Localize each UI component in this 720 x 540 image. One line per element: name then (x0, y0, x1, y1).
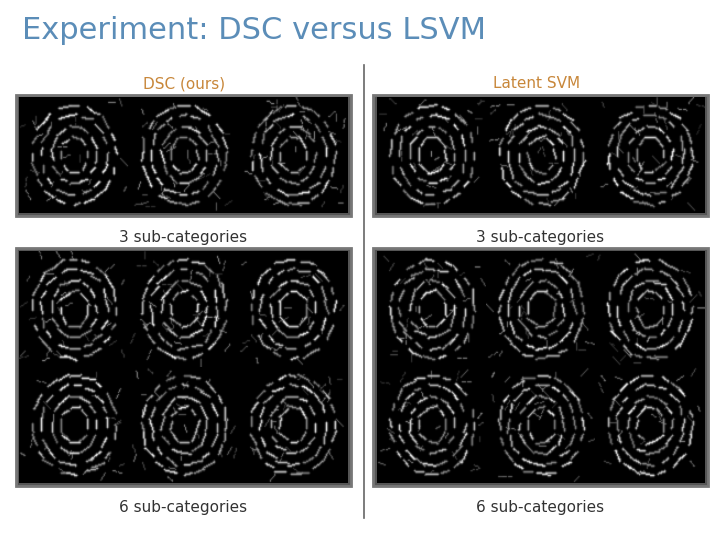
Text: 6 sub-categories: 6 sub-categories (477, 500, 604, 515)
Text: DSC (ours): DSC (ours) (143, 76, 225, 91)
Text: Latent SVM: Latent SVM (492, 76, 580, 91)
Text: 3 sub-categories: 3 sub-categories (120, 230, 247, 245)
Text: Experiment: DSC versus LSVM: Experiment: DSC versus LSVM (22, 16, 485, 45)
Text: 3 sub-categories: 3 sub-categories (477, 230, 604, 245)
Text: 6 sub-categories: 6 sub-categories (120, 500, 247, 515)
